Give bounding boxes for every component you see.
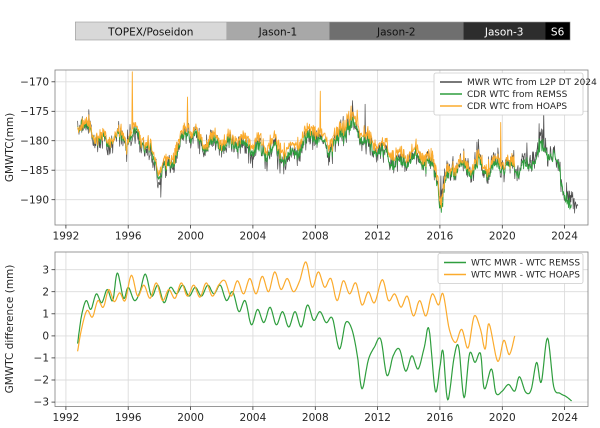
- x-tick-label-2000: 2000: [177, 231, 204, 243]
- x-tick-label-2020: 2020: [489, 231, 516, 243]
- mission-label: Jason-1: [258, 27, 298, 39]
- y-tick-label--1: −1: [34, 353, 49, 365]
- mission-segment-s6: [545, 22, 570, 40]
- mission-segment-jason-3: [463, 22, 546, 40]
- x-tick-label-2008: 2008: [302, 231, 329, 243]
- x-tick-label-2024: 2024: [551, 231, 578, 243]
- y-tick-label--180: −180: [20, 135, 49, 147]
- mission-bar-border: [75, 21, 571, 41]
- x-tick-label-2020: 2020: [489, 412, 516, 424]
- x-tick-label-2004: 2004: [240, 412, 267, 424]
- y-tick-label--3: −3: [34, 397, 49, 409]
- series-line-wtc-mwr-wtc-remss: [77, 272, 573, 402]
- x-tick-label-1996: 1996: [115, 231, 142, 243]
- series-line-cdr-wtc-from-hoaps: [77, 71, 516, 209]
- x-tick-label-2024: 2024: [551, 412, 578, 424]
- panel-0: 1992 1996 2000 2004 2008 2012 2016 2020 2024 −170…: [20, 69, 597, 243]
- legend-label: CDR WTC from HOAPS: [467, 102, 567, 112]
- mission-label: TOPEX/Poseidon: [107, 27, 193, 39]
- legend-label: WTC MWR - WTC REMSS: [471, 259, 580, 269]
- x-tick-label-2000: 2000: [177, 412, 204, 424]
- mission-segment-jason-2: [329, 22, 464, 40]
- gmwtc-axis-label: GMWTC(mm): [4, 113, 16, 182]
- y-tick-label--190: −190: [20, 194, 49, 206]
- series-line-wtc-mwr-wtc-hoaps: [77, 261, 516, 362]
- y-tick-label--170: −170: [20, 76, 49, 88]
- plot-frame: [54, 69, 589, 226]
- mission-segment-topex-poseidon: [75, 22, 227, 40]
- x-tick-label-1992: 1992: [53, 412, 80, 424]
- plot-frame: [54, 251, 589, 407]
- x-tick-label-1996: 1996: [115, 412, 142, 424]
- legend-label: CDR WTC from REMSS: [467, 90, 568, 100]
- legend: MWR WTC from L2P DT 2024 CDR WTC from REM…: [433, 72, 597, 116]
- y-tick-label--185: −185: [20, 165, 49, 177]
- series-group: [77, 71, 579, 214]
- y-tick-label-0: 0: [42, 331, 49, 343]
- legend-label: MWR WTC from L2P DT 2024: [467, 78, 597, 88]
- y-tick-label-2: 2: [42, 286, 49, 298]
- mission-label: Jason-2: [376, 27, 416, 39]
- mission-label: Jason-3: [484, 27, 524, 39]
- x-tick-label-2004: 2004: [240, 231, 267, 243]
- y-tick-label-1: 1: [42, 308, 49, 320]
- y-tick-label-3: 3: [42, 264, 49, 276]
- legend-box: [437, 253, 584, 284]
- x-tick-label-2012: 2012: [364, 412, 391, 424]
- x-tick-label-2012: 2012: [364, 231, 391, 243]
- mission-bar: TOPEX/Poseidon Jason-1 Jason-2 Jason-3 S6: [75, 21, 571, 41]
- series-group: [77, 261, 573, 402]
- legend-label: WTC MWR - WTC HOAPS: [471, 271, 580, 281]
- x-tick-label-1992: 1992: [53, 231, 80, 243]
- x-tick-label-2016: 2016: [427, 412, 454, 424]
- y-tick-label--175: −175: [20, 106, 49, 118]
- mission-segment-jason-1: [226, 22, 330, 40]
- legend: WTC MWR - WTC REMSS WTC MWR - WTC HOAPS: [437, 253, 584, 284]
- gmwtc-difference-axis-label: GMWTC difference (mm): [4, 265, 16, 394]
- x-tick-label-2016: 2016: [427, 231, 454, 243]
- legend-box: [433, 72, 584, 116]
- panel-1: 1992 1996 2000 2004 2008 2012 2016 2020 2024 3 2 1 0…: [34, 251, 589, 424]
- x-tick-label-2008: 2008: [302, 412, 329, 424]
- mission-label: S6: [551, 27, 565, 39]
- series-line-cdr-wtc-from-remss: [77, 115, 572, 213]
- y-tick-label--2: −2: [34, 375, 49, 387]
